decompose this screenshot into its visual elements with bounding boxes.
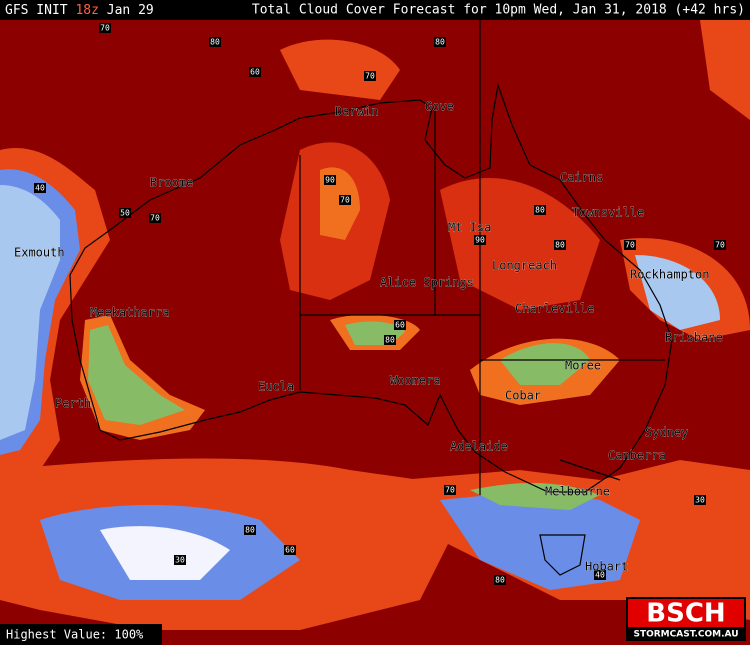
contour-label: 90 (325, 176, 335, 185)
contour-label: 80 (435, 38, 445, 47)
contour-label: 70 (445, 486, 455, 495)
contour-label-bg (494, 575, 506, 585)
city-label: Broome (150, 176, 193, 190)
city-label: Longreach (492, 259, 557, 273)
contour-label-bg (119, 208, 131, 218)
contour-label-bg (209, 37, 221, 47)
footer-box (0, 624, 162, 645)
contour-label: 60 (395, 321, 405, 330)
city-label: Cairns (560, 171, 603, 185)
contour-label: 60 (250, 68, 260, 77)
contour-label: 80 (210, 38, 220, 47)
contour-label-bg (174, 555, 186, 565)
contour-label: 90 (475, 236, 485, 245)
contour-label: 50 (120, 209, 130, 218)
logo-name: BSCH (646, 599, 725, 629)
city-label: Charleville (515, 302, 594, 316)
contour-label-bg (244, 525, 256, 535)
contour-label-bg (364, 71, 376, 81)
contour-label: 80 (495, 576, 505, 585)
city-label: Melbourne (545, 485, 610, 499)
contour-label: 80 (385, 336, 395, 345)
coastline (69, 20, 673, 576)
contour-label-bg (474, 235, 486, 245)
contour-label: 40 (35, 184, 45, 193)
logo-bg (628, 599, 744, 627)
city-label: Hobart (585, 560, 628, 574)
city-label: Adelaide (450, 440, 508, 454)
highest-value: Highest Value: 100% (6, 628, 144, 642)
contour-label: 80 (535, 206, 545, 215)
contour-label-bg (594, 570, 606, 580)
contour-label-bg (99, 23, 111, 33)
contour-label: 70 (100, 24, 110, 33)
city-label: Exmouth (14, 246, 65, 260)
contour-label: 30 (695, 496, 705, 505)
city-label: Darwin (335, 105, 378, 119)
contour-label-bg (339, 195, 351, 205)
model: GFS INIT (5, 3, 68, 18)
contour-label: 70 (150, 214, 160, 223)
city-label: Mt Isa (448, 221, 491, 235)
contour-label: 60 (285, 546, 295, 555)
city-label: Sydney (645, 426, 688, 440)
contour-label-bg (714, 240, 726, 250)
contour-label-bg (534, 205, 546, 215)
contour-label: 80 (245, 526, 255, 535)
city-label: Cobar (505, 389, 541, 403)
contour-label-bg (554, 240, 566, 250)
contour-label: 70 (340, 196, 350, 205)
contour-label-bg (384, 335, 396, 345)
header-bar (0, 0, 750, 20)
city-label: Rockhampton (630, 268, 709, 282)
city-label: Perth (55, 397, 91, 411)
contour-label-bg (324, 175, 336, 185)
header-run-info: GFS INIT 18z Jan 29 (5, 3, 154, 18)
contour-label-bg (624, 240, 636, 250)
city-label: Gove (425, 100, 454, 114)
contour-label-bg (694, 495, 706, 505)
contour-label: 70 (365, 72, 375, 81)
contour-label: 80 (555, 241, 565, 250)
city-label: Brisbane (665, 331, 723, 345)
contour-label-bg (34, 183, 46, 193)
contour-label-bg (434, 37, 446, 47)
contour-label-bg (394, 320, 406, 330)
cloud-shading (0, 10, 750, 630)
contour-label: 70 (625, 241, 635, 250)
city-label: Meekatharra (90, 306, 169, 320)
city-label: Townsville (572, 206, 644, 220)
contour-label-bg (249, 67, 261, 77)
contour-label-bg (149, 213, 161, 223)
city-label: Eucla (258, 380, 294, 394)
city-label: Woomera (390, 374, 441, 388)
contour-label: 70 (715, 241, 725, 250)
run: 18z (75, 3, 98, 18)
map-title: Total Cloud Cover Forecast for 10pm Wed,… (252, 3, 745, 18)
date: Jan 29 (107, 3, 154, 18)
city-label: Moree (565, 359, 601, 373)
logo-site: STORMCAST.COM.AU (633, 630, 738, 640)
contour-label: 30 (175, 556, 185, 565)
contour-label-bg (444, 485, 456, 495)
city-label: Alice Springs (380, 276, 474, 290)
contour-label-bg (284, 545, 296, 555)
city-label: Canberra (608, 449, 666, 463)
contour-label: 40 (595, 571, 605, 580)
